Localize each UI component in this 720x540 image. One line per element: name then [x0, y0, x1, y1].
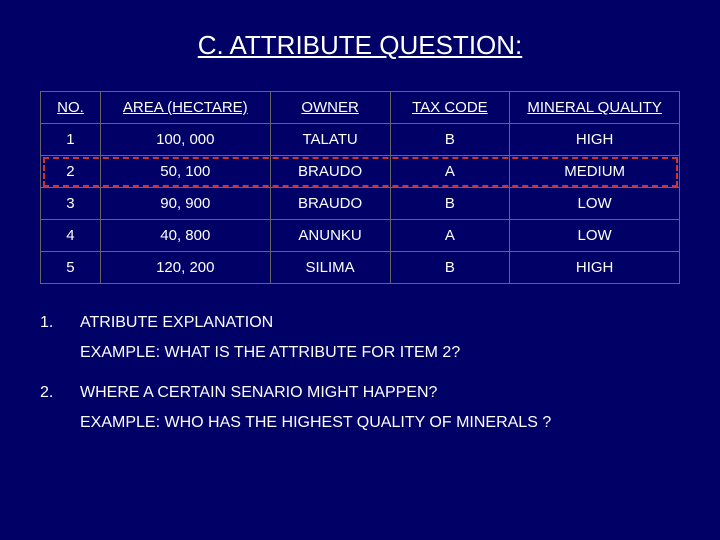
cell: 4: [41, 220, 101, 252]
data-table: NO. AREA (HECTARE) OWNER TAX CODE MINERA…: [40, 91, 680, 284]
slide-title: C. ATTRIBUTE QUESTION:: [30, 30, 690, 61]
col-header: OWNER: [270, 92, 390, 124]
list-item: 2. WHERE A CERTAIN SENARIO MIGHT HAPPEN?: [40, 384, 690, 402]
col-header: NO.: [41, 92, 101, 124]
cell: 90, 900: [100, 188, 270, 220]
table-row: 5 120, 200 SILIMA B HIGH: [41, 252, 680, 284]
cell: B: [390, 252, 510, 284]
cell: 1: [41, 124, 101, 156]
cell: 50, 100: [100, 156, 270, 188]
cell: 5: [41, 252, 101, 284]
cell: 100, 000: [100, 124, 270, 156]
list-text: ATRIBUTE EXPLANATION: [80, 314, 690, 332]
col-header: MINERAL QUALITY: [510, 92, 680, 124]
list-item: 1. ATRIBUTE EXPLANATION: [40, 314, 690, 332]
list-number: 1.: [40, 314, 80, 332]
cell: LOW: [510, 188, 680, 220]
cell: 2: [41, 156, 101, 188]
cell: BRAUDO: [270, 156, 390, 188]
example-text: EXAMPLE: WHO HAS THE HIGHEST QUALITY OF …: [80, 414, 690, 432]
cell: HIGH: [510, 252, 680, 284]
cell: SILIMA: [270, 252, 390, 284]
col-header: TAX CODE: [390, 92, 510, 124]
cell: B: [390, 188, 510, 220]
table-row: 1 100, 000 TALATU B HIGH: [41, 124, 680, 156]
table-row: 2 50, 100 BRAUDO A MEDIUM: [41, 156, 680, 188]
cell: 3: [41, 188, 101, 220]
table-row: 3 90, 900 BRAUDO B LOW: [41, 188, 680, 220]
cell: A: [390, 220, 510, 252]
slide: C. ATTRIBUTE QUESTION: NO. AREA (HECTARE…: [0, 0, 720, 540]
cell: ANUNKU: [270, 220, 390, 252]
cell: HIGH: [510, 124, 680, 156]
table-wrap: NO. AREA (HECTARE) OWNER TAX CODE MINERA…: [40, 91, 680, 284]
cell: A: [390, 156, 510, 188]
cell: 120, 200: [100, 252, 270, 284]
table-header-row: NO. AREA (HECTARE) OWNER TAX CODE MINERA…: [41, 92, 680, 124]
table-row: 4 40, 800 ANUNKU A LOW: [41, 220, 680, 252]
example-text: EXAMPLE: WHAT IS THE ATTRIBUTE FOR ITEM …: [80, 344, 690, 362]
cell: BRAUDO: [270, 188, 390, 220]
col-header: AREA (HECTARE): [100, 92, 270, 124]
cell: MEDIUM: [510, 156, 680, 188]
cell: 40, 800: [100, 220, 270, 252]
list-number: 2.: [40, 384, 80, 402]
list-text: WHERE A CERTAIN SENARIO MIGHT HAPPEN?: [80, 384, 690, 402]
cell: TALATU: [270, 124, 390, 156]
cell: LOW: [510, 220, 680, 252]
cell: B: [390, 124, 510, 156]
